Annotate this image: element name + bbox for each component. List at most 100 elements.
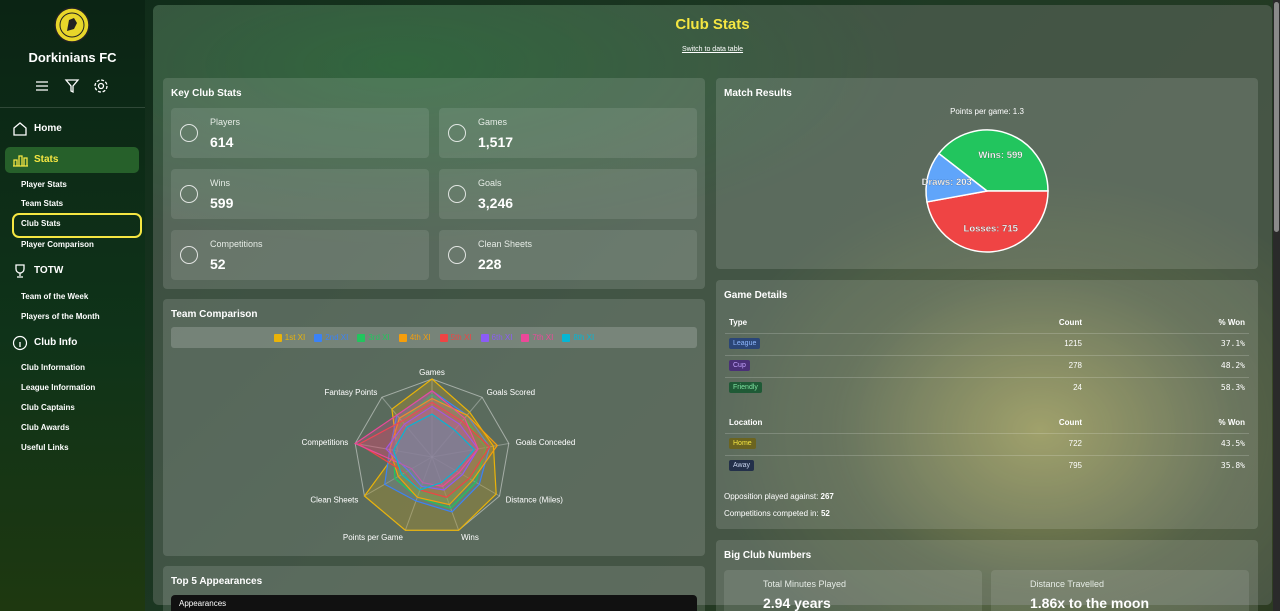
legend-item[interactable]: 8th XI [562, 333, 594, 342]
nav-subitem[interactable]: Club Stats [21, 219, 61, 228]
table-header: % Won [1218, 318, 1245, 327]
card-title: Game Details [724, 290, 788, 301]
points-per-game: Points per game: 1.3 [950, 107, 1024, 116]
big-number-label: Distance Travelled [1030, 579, 1105, 589]
data-table-link[interactable]: Switch to data table [681, 46, 744, 53]
nav-item[interactable]: Club Info [34, 337, 78, 348]
stat-value: 1,517 [478, 134, 514, 150]
table-cell: 37.1% [1220, 339, 1245, 348]
legend-label: 7th XI [532, 333, 554, 342]
nav-subitem[interactable]: Players of the Month [21, 312, 100, 321]
big-number-value: 2.94 years [763, 595, 831, 611]
big-number-tile: Distance Travelled 1.86x to the moon [991, 570, 1249, 611]
card-title: Match Results [724, 88, 792, 99]
legend-item[interactable]: 6th XI [480, 333, 512, 342]
legend-label: 8th XI [573, 333, 595, 342]
legend-label: 4th XI [409, 333, 431, 342]
nav-icon [12, 335, 28, 351]
fact-value: 267 [820, 492, 834, 501]
legend-swatch[interactable] [273, 333, 282, 342]
stat-label: Clean Sheets [478, 239, 533, 249]
legend-item[interactable]: 2nd XI [314, 333, 348, 342]
nav-subitem[interactable]: Team Stats [21, 199, 64, 208]
stat-label: Wins [210, 178, 230, 188]
sidebar: Dorkinians FC Home Stats Player Stats Team … [0, 0, 145, 611]
nav-active-outline [12, 213, 142, 238]
legend-item[interactable]: 4th XI [398, 333, 431, 342]
toolbar-icons[interactable] [34, 78, 114, 94]
nav-subitem[interactable]: Club Information [21, 363, 85, 372]
stat-value: 599 [210, 195, 234, 211]
main-panel: Club Stats Switch to data table [153, 5, 1272, 605]
card-title: Team Comparison [171, 309, 258, 320]
nav-subitem[interactable]: Club Awards [21, 423, 70, 432]
fact: Competitions competed in: 52 [724, 509, 830, 518]
page-title: Club Stats [675, 16, 750, 33]
legend-label: 5th XI [450, 333, 472, 342]
match-results-card: Match Results Points per game: 1.3 [716, 78, 1258, 269]
legend-swatch[interactable] [562, 333, 571, 342]
table-rule [725, 333, 1249, 334]
top-appearances-card: Top 5 Appearances Appearances [163, 566, 705, 611]
legend-item[interactable]: 7th XI [521, 333, 553, 342]
legend-item[interactable]: 3rd XI [357, 333, 390, 342]
stat-label: Competitions [210, 239, 263, 249]
legend-swatch[interactable] [521, 333, 530, 342]
legend-label: 1st XI [284, 333, 306, 342]
nav-item[interactable]: Home [34, 123, 62, 134]
card-title: Top 5 Appearances [171, 576, 263, 587]
table-cell: 58.3% [1220, 383, 1245, 392]
nav-item[interactable]: TOTW [34, 265, 64, 276]
stat-tile: Players 614 [171, 108, 429, 158]
nav-subitem[interactable]: Useful Links [21, 443, 69, 452]
stat-value: 228 [478, 256, 502, 272]
big-number-tile: Total Minutes Played 2.94 years [724, 570, 982, 611]
table-header: Count [1058, 418, 1082, 427]
big-number-value: 1.86x to the moon [1030, 595, 1150, 611]
stat-icon [180, 246, 198, 264]
game-details-card: Game Details Type Count % Won League 1215 37.1… [716, 280, 1258, 529]
stat-tile: Goals 3,246 [439, 169, 697, 219]
nav-subitem[interactable]: Player Stats [21, 180, 67, 189]
nav-subitem[interactable]: Player Comparison [21, 240, 94, 249]
stat-icon [180, 124, 198, 142]
table-header: Location [729, 418, 763, 427]
table-cell: 35.8% [1220, 461, 1245, 470]
team-comparison-card: Team Comparison 1st XI 2nd XI 3rd XI 4th XI… [163, 299, 705, 556]
legend-swatch[interactable] [314, 333, 323, 342]
table-rule [725, 377, 1249, 378]
legend-swatch[interactable] [357, 333, 366, 342]
nav-subitem[interactable]: League Information [21, 383, 96, 392]
nav-item[interactable]: Stats [34, 154, 59, 165]
club-logo [54, 7, 90, 43]
table-rule [725, 433, 1249, 434]
legend-item[interactable]: 1st XI [273, 333, 306, 342]
table-cell: 722 [1068, 439, 1082, 448]
table-cell: 795 [1068, 461, 1082, 470]
legend-label: 3rd XI [368, 333, 390, 342]
table-badge: Home [729, 438, 756, 449]
stat-tile: Clean Sheets 228 [439, 230, 697, 280]
scroll-thumb[interactable] [1274, 2, 1279, 232]
card-title: Big Club Numbers [724, 550, 812, 561]
table-cell: 43.5% [1220, 439, 1245, 448]
legend-swatch[interactable] [439, 333, 448, 342]
nav-subitem[interactable]: Team of the Week [21, 292, 89, 301]
fact-label: Opposition played against: [724, 492, 819, 501]
nav-subitem[interactable]: Club Captains [21, 403, 75, 412]
stat-tile: Competitions 52 [171, 230, 429, 280]
legend-swatch[interactable] [480, 333, 489, 342]
table-cell: 24 [1073, 383, 1082, 392]
table-header: % Won [1218, 418, 1245, 427]
key-stats-card: Key Club Stats Players 614 Games 1,517 Wins 59… [163, 78, 705, 289]
nav-icon [13, 155, 28, 167]
table-rule [725, 455, 1249, 456]
legend-swatch[interactable] [398, 333, 407, 342]
stat-label: Games [478, 117, 508, 127]
legend-item[interactable]: 5th XI [439, 333, 472, 342]
table-header: Type [729, 318, 748, 327]
stat-select[interactable]: Appearances [171, 595, 697, 611]
table-cell: 48.2% [1220, 361, 1245, 370]
table-badge: Friendly [729, 382, 762, 393]
fact: Opposition played against: 267 [724, 492, 834, 501]
